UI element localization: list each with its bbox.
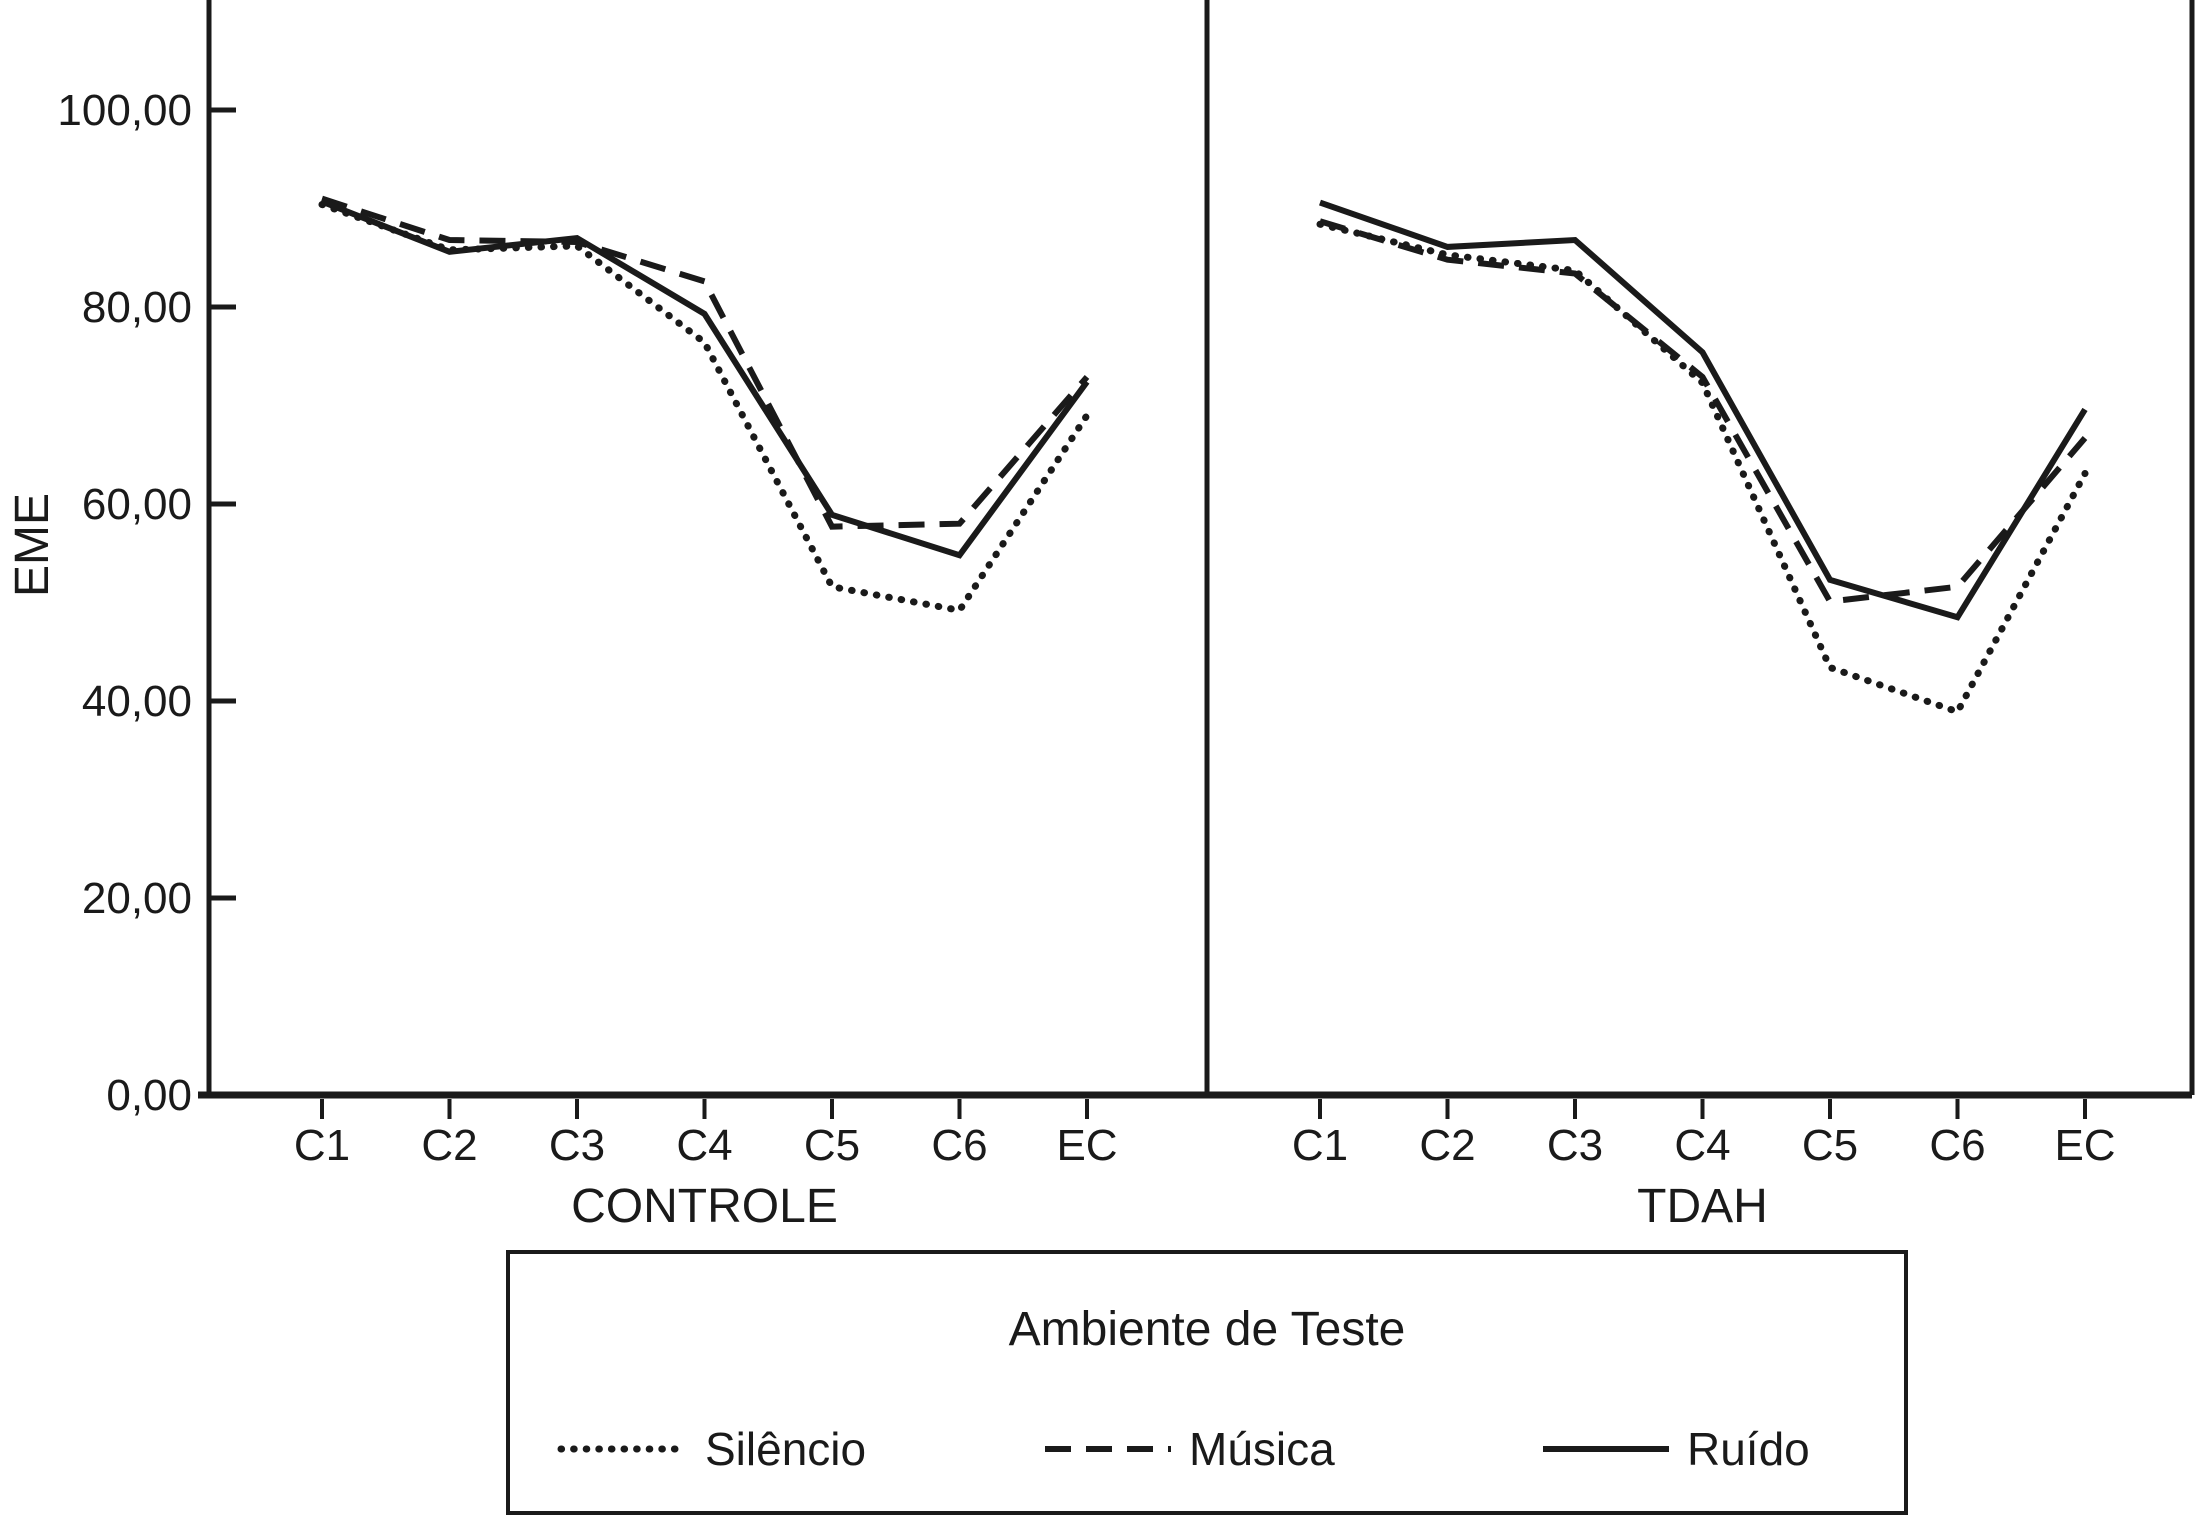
panel-caption-tdah: TDAH xyxy=(1637,1180,1768,1233)
x-tick-label: C5 xyxy=(804,1121,860,1170)
x-tick-label: C5 xyxy=(1802,1121,1858,1170)
legend-label-musica: Música xyxy=(1189,1423,1335,1475)
legend-label-silencio: Silêncio xyxy=(705,1423,866,1475)
x-tick-label: C2 xyxy=(1419,1121,1475,1170)
x-tick-label: C6 xyxy=(931,1121,987,1170)
series-musica-controle xyxy=(321,195,1090,530)
series-musica-tdah xyxy=(1319,218,2088,605)
y-tick-label: 40,00 xyxy=(82,677,192,726)
x-tick-label: C1 xyxy=(1292,1121,1348,1170)
y-axis-title: EME xyxy=(6,493,59,597)
legend: Ambiente de Teste Silêncio Música Ruído xyxy=(506,1250,1908,1515)
x-tick-label: C4 xyxy=(1674,1121,1730,1170)
y-tick-label: 20,00 xyxy=(82,874,192,923)
x-tick-label: C2 xyxy=(421,1121,477,1170)
y-tick-label: 0,00 xyxy=(106,1071,192,1120)
panel-controle: C1 C2 C3 C4 C5 C6 EC CONTROLE xyxy=(294,195,1118,1233)
x-tick-label: C4 xyxy=(676,1121,732,1170)
legend-title: Ambiente de Teste xyxy=(1009,1303,1406,1356)
x-tick-label: C3 xyxy=(1547,1121,1603,1170)
y-tick-label: 80,00 xyxy=(82,283,192,332)
legend-box xyxy=(506,1250,1908,1515)
series-ruido-tdah xyxy=(1319,199,2088,621)
x-tick-label: C3 xyxy=(549,1121,605,1170)
y-tick-label: 100,00 xyxy=(57,86,192,135)
y-tick-label: 60,00 xyxy=(82,480,192,529)
x-tick-label: C1 xyxy=(294,1121,350,1170)
panel-tdah: C1 C2 C3 C4 C5 C6 EC TDAH xyxy=(1292,199,2116,1233)
x-tick-label: EC xyxy=(1056,1121,1117,1170)
x-tick-label: EC xyxy=(2054,1121,2115,1170)
legend-label-ruido: Ruído xyxy=(1687,1423,1810,1475)
series-ruido-controle xyxy=(320,198,1090,559)
panel-caption-controle: CONTROLE xyxy=(571,1180,838,1233)
x-tick-label: C6 xyxy=(1929,1121,1985,1170)
